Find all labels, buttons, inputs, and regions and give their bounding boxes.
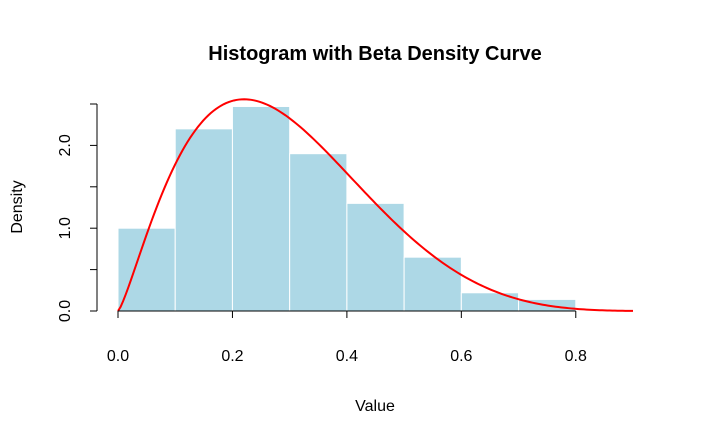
histogram-bar-6: [460, 292, 520, 312]
chart-title: Histogram with Beta Density Curve: [208, 43, 541, 65]
histogram-bar-2: [231, 105, 291, 312]
x-tick-label-3: 0.6: [450, 348, 472, 365]
histogram-bars: [117, 105, 577, 312]
histogram-bar-0: [117, 227, 176, 312]
histogram-bar-5: [403, 256, 462, 312]
histogram-bar-4: [346, 202, 405, 312]
x-tick-label-0: 0.0: [107, 348, 129, 365]
y-tick-label-4: 2.0: [57, 134, 74, 156]
y-axis: 0.0 1.0 2.0: [57, 103, 98, 322]
y-tick-label-2: 1.0: [57, 217, 74, 239]
beta-density-curve: [117, 98, 634, 312]
x-tick-label-2: 0.4: [336, 348, 358, 365]
histogram-bar-1: [174, 128, 233, 312]
y-tick-label-0: 0.0: [57, 300, 74, 322]
histogram-bar-3: [289, 153, 348, 312]
density-curve-layer: [117, 98, 634, 312]
x-tick-label-4: 0.8: [565, 348, 587, 365]
y-axis-label: Density: [9, 180, 26, 233]
x-axis: 0.0 0.2 0.4 0.6 0.8: [107, 310, 587, 365]
x-axis-label: Value: [355, 398, 395, 415]
x-tick-label-1: 0.2: [221, 348, 243, 365]
